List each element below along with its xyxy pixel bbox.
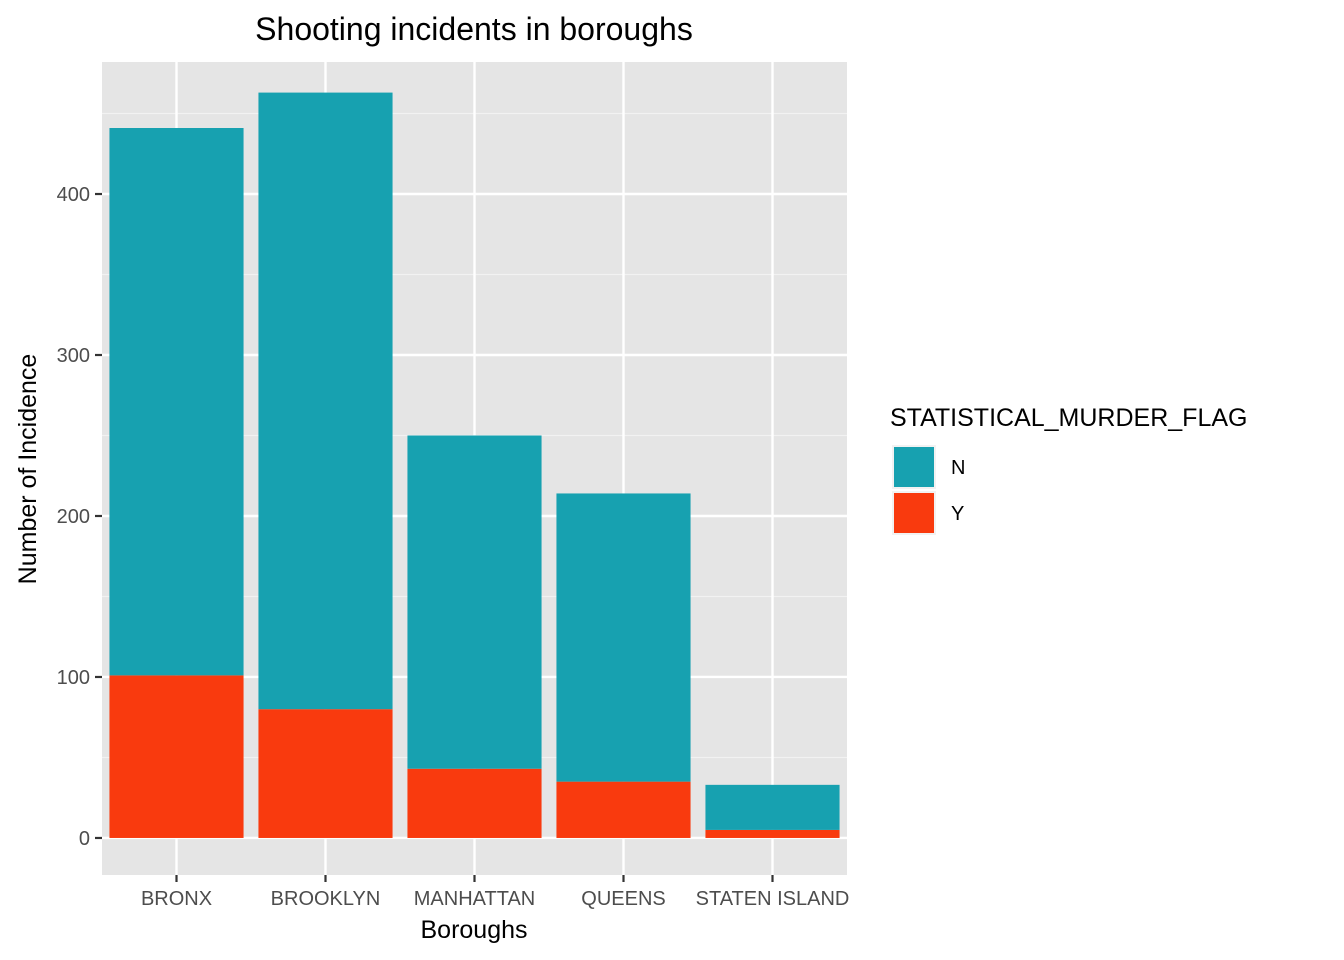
x-tick-label: BROOKLYN [271,888,381,910]
x-tick-label: QUEENS [581,888,665,910]
bar-staten-island-y [705,829,840,838]
bar-bronx-y [109,675,244,838]
bar-queens-y [556,781,691,838]
y-tick-label: 300 [57,345,90,367]
legend-items: NY [892,445,965,535]
legend-swatch-n [894,447,934,487]
x-tick-label: MANHATTAN [414,888,535,910]
bars [109,92,840,838]
x-tick-label: BRONX [141,888,212,910]
legend-label-y: Y [951,503,964,525]
legend-title: STATISTICAL_MURDER_FLAG [890,404,1247,432]
legend-label-n: N [951,457,965,479]
y-tick-label: 0 [79,828,90,850]
bar-queens-n [556,493,691,782]
y-tick-label: 100 [57,667,90,689]
bar-manhattan-y [407,768,542,838]
legend: STATISTICAL_MURDER_FLAG NY [890,404,1247,535]
chart-title: Shooting incidents in boroughs [255,11,693,47]
y-tick-label: 200 [57,506,90,528]
y-axis-title: Number of Incidence [14,354,42,585]
bar-brooklyn-n [258,92,393,710]
y-axis: 0 100 200 300 400 [57,184,102,850]
x-axis-title: Boroughs [420,916,527,944]
bar-bronx-n [109,128,244,676]
x-axis: BRONX BROOKLYN MANHATTAN QUEENS STATEN ISLAN… [141,875,849,910]
bar-manhattan-n [407,435,542,769]
bar-brooklyn-y [258,709,393,838]
x-tick-label: STATEN ISLAND [696,888,850,910]
legend-swatch-y [894,493,934,533]
bar-staten-island-n [705,784,840,830]
y-tick-label: 400 [57,184,90,206]
